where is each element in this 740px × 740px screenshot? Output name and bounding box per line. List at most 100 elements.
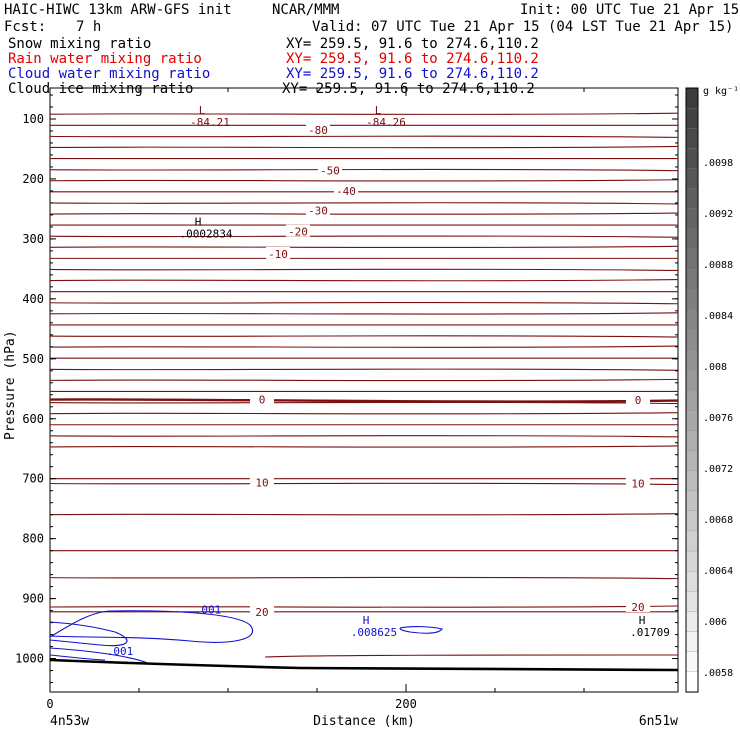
legend-cloud-ice-name: Cloud ice mixing ratio: [8, 81, 194, 97]
temperature-contour-label: 20: [631, 601, 644, 614]
temperature-contour-line: [49, 279, 679, 282]
cloud-water-contour-label: .001: [107, 645, 134, 658]
colorbar-tick-label: .0092: [703, 209, 733, 220]
terrain-surface: [49, 658, 679, 672]
contour-label-bg: [334, 183, 358, 196]
y-tick-label: 200: [22, 172, 44, 186]
temperature-contour-line: [49, 235, 679, 238]
colorbar-swatch: [685, 128, 699, 150]
temperature-contour-line: [49, 605, 679, 608]
temperature-contour-line: [49, 513, 679, 516]
extremum-symbol: H: [639, 614, 646, 627]
temperature-contour-line: [49, 576, 679, 580]
y-tick-label: 900: [22, 592, 44, 606]
cloud-water-contour-line: [49, 610, 253, 643]
colorbar-swatch: [685, 389, 699, 411]
extremum-value: .01709: [630, 626, 670, 639]
colorbar-swatch: [685, 470, 699, 492]
colorbar-swatch: [685, 490, 699, 512]
temperature-contour-line: [49, 145, 679, 149]
cloud-water-contour-line: [49, 647, 151, 665]
y-axis-title: Pressure (hPa): [3, 330, 18, 440]
plot-title: HAIC-HIWC 13km ARW-GFS init: [4, 2, 232, 18]
cloud-water-contour-line: [49, 654, 106, 661]
temperature-contour-line: [49, 202, 679, 205]
colorbar-swatch: [685, 450, 699, 472]
temperature-contour-label: 0: [635, 394, 642, 407]
terrain-line: [49, 658, 679, 672]
temperature-contour-label: -40: [336, 185, 356, 198]
y-tick-label: 800: [22, 532, 44, 546]
colorbar-tick-label: .008: [703, 362, 727, 373]
y-tick-label: 100: [22, 112, 44, 126]
temperature-contour-label: -10: [268, 248, 288, 261]
valid-time: Valid: 07 UTC Tue 21 Apr 15 (04 LST Tue …: [312, 19, 734, 35]
colorbar-swatch: [685, 188, 699, 210]
temperature-contour-line: [49, 482, 679, 486]
colorbar-tick-label: .0058: [703, 668, 733, 679]
colorbar-swatch: [685, 87, 699, 109]
temperature-contour-label: -30: [308, 205, 328, 218]
temperature-contour-line: [49, 435, 679, 438]
distance-axis: 0 200: [46, 88, 585, 711]
colorbar-swatch: [685, 530, 699, 552]
temperature-contour-line: [49, 245, 679, 249]
colorbar-swatch: [685, 631, 699, 653]
colorbar-tick-label: .0076: [703, 413, 733, 424]
contour-label-bg: [266, 246, 290, 259]
extremum-symbol: H: [195, 216, 202, 229]
extremum-symbol: L: [375, 104, 382, 117]
temperature-contour-line: [49, 312, 679, 315]
contour-label-bg: [626, 476, 650, 489]
temperature-contour-line: [49, 368, 679, 371]
temperature-contour-label: -50: [320, 165, 340, 178]
colorbar-swatch: [685, 228, 699, 250]
temperature-contour-line: [49, 345, 679, 348]
legend-cloud-water-name: Cloud water mixing ratio: [8, 66, 211, 82]
temperature-contour-line: [49, 301, 679, 305]
temperature-contour-label: -80: [308, 124, 328, 137]
colorbar-tick-label: .006: [703, 617, 727, 628]
contour-label-bg: [250, 392, 274, 405]
organization-label: NCAR/MMM: [272, 2, 340, 18]
init-time: Init: 00 UTC Tue 21 Apr 15: [520, 2, 740, 18]
forecast-label: Fcst:: [4, 19, 47, 35]
extremum-value: -84.26: [366, 116, 406, 129]
contour-label-bg: [626, 393, 650, 406]
freezing-level-contour: [49, 398, 679, 403]
temperature-contour-line: [49, 401, 679, 405]
colorbar-tick-label: .0084: [703, 311, 733, 322]
temperature-contour-label: 10: [255, 476, 268, 489]
legend-snow-name: Snow mixing ratio: [8, 36, 152, 52]
temperature-contour-label: 0: [259, 394, 266, 407]
contour-label-bg: [306, 122, 330, 135]
contour-label-bg: [250, 604, 274, 617]
colorbar-swatch: [685, 148, 699, 170]
extremum-value: .008625: [351, 626, 397, 639]
temperature-contour-line: [49, 268, 679, 272]
colorbar-swatch: [685, 571, 699, 592]
y-tick-label: 700: [22, 472, 44, 486]
temperature-contour-line: [49, 168, 679, 172]
legend-rain-name: Rain water mixing ratio: [8, 51, 202, 67]
colorbar-swatch: [685, 309, 699, 331]
colorbar-swatch: [685, 168, 699, 190]
contour-label-bg: [318, 163, 342, 176]
colorbar-swatch: [685, 430, 699, 452]
colorbar-swatch: [685, 591, 699, 613]
colorbar-tick-label: .0064: [703, 566, 733, 577]
colorbar-swatch: [685, 671, 699, 693]
colorbar-tick-label: .0068: [703, 515, 733, 526]
colorbar-swatch: [685, 208, 699, 230]
legend-rain-xy: XY= 259.5, 91.6 to 274.6,110.2: [286, 51, 539, 67]
temperature-contour-label: 20: [255, 606, 268, 619]
temperature-contour-label: -20: [288, 226, 308, 239]
colorbar-unit: g kg⁻¹: [703, 86, 739, 97]
cloud-water-contour-label: .001: [195, 603, 222, 616]
temperature-contour-line: [49, 112, 679, 116]
temperature-contour-line: [49, 335, 679, 338]
extremum-symbol: L: [199, 104, 206, 117]
colorbar-swatch: [685, 248, 699, 270]
colorbar-tick-label: .0072: [703, 464, 733, 475]
